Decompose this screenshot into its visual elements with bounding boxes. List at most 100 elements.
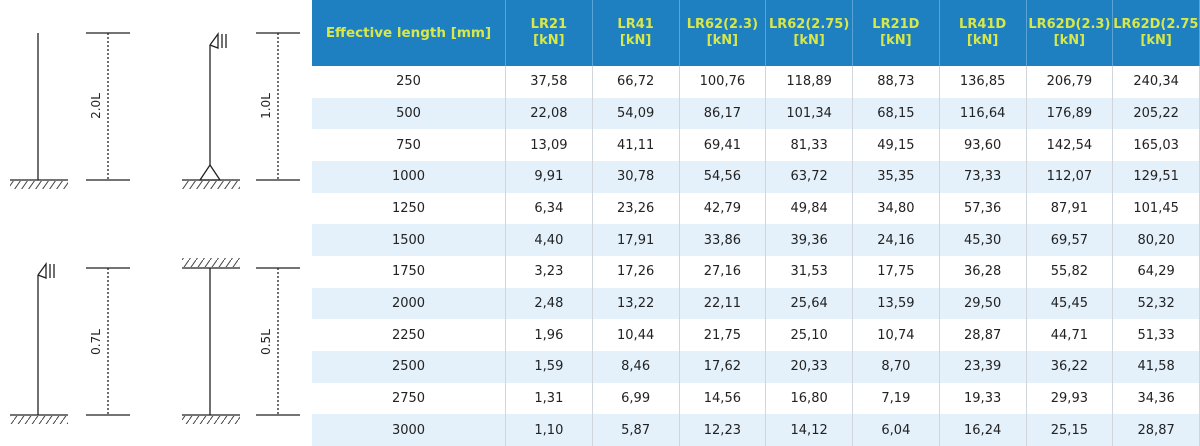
table-cell: 118,89 — [765, 66, 853, 98]
column-name: LR62(2.3) — [686, 17, 759, 32]
header-cell: LR41 [kN] — [592, 0, 680, 66]
table-cell: 1750 — [312, 255, 506, 288]
table-row: 1250 6,34 23,26 42,79 49,84 34,80 57,36 87,91 10… — [312, 192, 1200, 225]
column-diagrams: 2.0L 1.0L 0.7L 0.5L — [10, 32, 300, 424]
table-cell: 3000 — [312, 414, 506, 446]
table-cell: 13,59 — [852, 287, 940, 320]
table-cell: 57,36 — [939, 192, 1027, 225]
table-cell: 8,46 — [592, 350, 680, 383]
table-cell: 14,12 — [765, 414, 853, 446]
table-header: Effective length [mm] LR21 [kN] LR41 [kN] LR… — [312, 0, 1200, 66]
table-cell: 16,80 — [765, 382, 853, 415]
column-unit: [kN] — [706, 33, 739, 48]
table-cell: 101,34 — [765, 97, 853, 130]
table-cell: 2000 — [312, 287, 506, 320]
table-cell: 29,93 — [1026, 382, 1114, 415]
table-cell: 17,26 — [592, 255, 680, 288]
column-name: LR62D(2.75) — [1113, 17, 1200, 32]
table-cell: 8,70 — [852, 350, 940, 383]
header-cell: LR62(2.3) [kN] — [679, 0, 767, 66]
table-cell: 63,72 — [765, 160, 853, 193]
table-cell: 28,87 — [939, 319, 1027, 351]
table-cell: 2750 — [312, 382, 506, 415]
table-cell: 116,64 — [939, 97, 1027, 130]
table-cell: 36,22 — [1026, 350, 1114, 383]
table-row: 2500 1,59 8,46 17,62 20,33 8,70 23,39 36,22 41,5… — [312, 350, 1200, 383]
table-cell: 41,58 — [1112, 350, 1200, 383]
table-cell: 42,79 — [679, 192, 767, 225]
table-cell: 51,33 — [1112, 319, 1200, 351]
column-unit: [kN] — [966, 33, 999, 48]
table-cell: 81,33 — [765, 129, 853, 161]
table-cell: 19,33 — [939, 382, 1027, 415]
table-cell: 9,91 — [505, 160, 593, 193]
header-cell: Effective length [mm] — [312, 0, 506, 66]
table-cell: 2,48 — [505, 287, 593, 320]
table-cell: 1,96 — [505, 319, 593, 351]
table-cell: 88,73 — [852, 66, 940, 98]
table-cell: 45,30 — [939, 224, 1027, 256]
table-row: 1000 9,91 30,78 54,56 63,72 35,35 73,33 112,07 1… — [312, 160, 1200, 193]
header-cell: LR21D [kN] — [852, 0, 940, 66]
table-cell: 49,15 — [852, 129, 940, 161]
table-cell: 1,31 — [505, 382, 593, 415]
table-cell: 41,11 — [592, 129, 680, 161]
table-cell: 52,32 — [1112, 287, 1200, 320]
table-cell: 29,50 — [939, 287, 1027, 320]
table-cell: 13,09 — [505, 129, 593, 161]
table-cell: 17,91 — [592, 224, 680, 256]
table-cell: 10,44 — [592, 319, 680, 351]
table-cell: 5,87 — [592, 414, 680, 446]
table-cell: 101,45 — [1112, 192, 1200, 225]
table-cell: 250 — [312, 66, 506, 98]
table-cell: 7,19 — [852, 382, 940, 415]
table-cell: 14,56 — [679, 382, 767, 415]
diagram-pinned-pinned: 1.0L — [182, 32, 300, 189]
table-cell: 69,41 — [679, 129, 767, 161]
table-cell: 35,35 — [852, 160, 940, 193]
table-cell: 86,17 — [679, 97, 767, 130]
table-cell: 45,45 — [1026, 287, 1114, 320]
diagram-fixed-free: 2.0L — [10, 32, 130, 189]
table-cell: 2250 — [312, 319, 506, 351]
length-label: 0.5L — [259, 329, 273, 355]
table-cell: 136,85 — [939, 66, 1027, 98]
table-cell: 30,78 — [592, 160, 680, 193]
table-cell: 500 — [312, 97, 506, 130]
table-cell: 37,58 — [505, 66, 593, 98]
table-cell: 206,79 — [1026, 66, 1114, 98]
table-cell: 25,64 — [765, 287, 853, 320]
column-name: LR41 — [617, 17, 654, 32]
column-name: LR21D — [872, 17, 920, 32]
column-unit: [kN] — [533, 33, 565, 48]
table-cell: 21,75 — [679, 319, 767, 351]
length-label: 1.0L — [259, 93, 273, 119]
table-cell: 34,80 — [852, 192, 940, 225]
table-cell: 165,03 — [1112, 129, 1200, 161]
table-cell: 25,15 — [1026, 414, 1114, 446]
table-cell: 142,54 — [1026, 129, 1114, 161]
table-row: 3000 1,10 5,87 12,23 14,12 6,04 16,24 25,15 28,8… — [312, 414, 1200, 446]
table-row: 2250 1,96 10,44 21,75 25,10 10,74 28,87 44,71 51… — [312, 319, 1200, 351]
column-name: LR62D(2.3) — [1028, 17, 1111, 32]
table-cell: 112,07 — [1026, 160, 1114, 193]
table-cell: 66,72 — [592, 66, 680, 98]
table-cell: 44,71 — [1026, 319, 1114, 351]
table-row: 500 22,08 54,09 86,17 101,34 68,15 116,64 176,8… — [312, 97, 1200, 130]
table-cell: 1,10 — [505, 414, 593, 446]
table-cell: 36,28 — [939, 255, 1027, 288]
table-cell: 129,51 — [1112, 160, 1200, 193]
length-label: 2.0L — [89, 93, 103, 119]
table-cell: 27,16 — [679, 255, 767, 288]
table-cell: 10,74 — [852, 319, 940, 351]
diagram-fixed-fixed: 0.5L — [182, 258, 300, 424]
diagram-fixed-pinned: 0.7L — [10, 262, 130, 424]
header-cell: LR62D(2.3) [kN] — [1026, 0, 1114, 66]
table-cell: 39,36 — [765, 224, 853, 256]
column-unit: [kN] — [619, 33, 652, 48]
column-name: LR41D — [959, 17, 1007, 32]
header-cell: LR41D [kN] — [939, 0, 1027, 66]
load-table: Effective length [mm] LR21 [kN] LR41 [kN] LR… — [312, 0, 1200, 446]
